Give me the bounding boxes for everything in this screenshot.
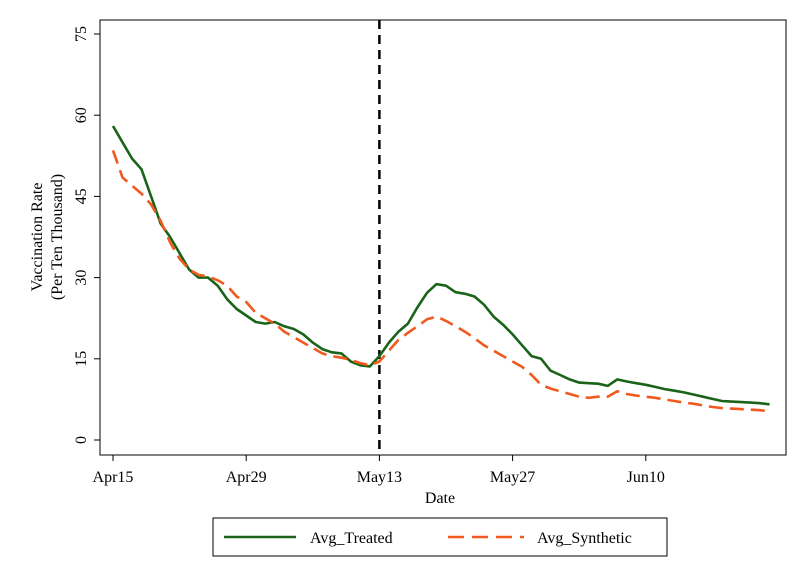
series-lines <box>111 125 770 413</box>
legend-label: Avg_Treated <box>310 530 393 547</box>
series-line-avg-synthetic <box>111 149 770 413</box>
x-axis-title: Date <box>425 490 455 507</box>
series-line-avg-treated <box>111 125 770 406</box>
y-tick-label: 30 <box>73 270 90 286</box>
y-tick-label: 0 <box>73 436 90 444</box>
legend: Avg_Treated Avg_Synthetic <box>212 517 668 557</box>
y-axis-title-line1: Vaccination Rate <box>29 183 46 292</box>
y-tick-label: 15 <box>73 351 90 367</box>
x-tick-label: May13 <box>357 469 402 486</box>
x-tick-label: May27 <box>490 469 535 486</box>
x-tick-label: Apr15 <box>93 469 134 486</box>
y-tick-label: 45 <box>73 188 90 204</box>
y-tick-label: 60 <box>73 107 90 123</box>
plot-frame <box>99 19 787 456</box>
y-tick-label: 75 <box>73 26 90 42</box>
y-axis: 0 15 30 45 60 75 <box>73 26 100 444</box>
x-tick-label: Apr29 <box>226 469 267 486</box>
legend-label: Avg_Synthetic <box>537 530 632 547</box>
x-axis: Apr15 Apr29 May13 May27 Jun10 <box>93 455 665 486</box>
plot-border <box>99 19 787 456</box>
x-tick-label: Jun10 <box>627 469 665 486</box>
y-axis-title-line2: (Per Ten Thousand) <box>49 174 66 300</box>
